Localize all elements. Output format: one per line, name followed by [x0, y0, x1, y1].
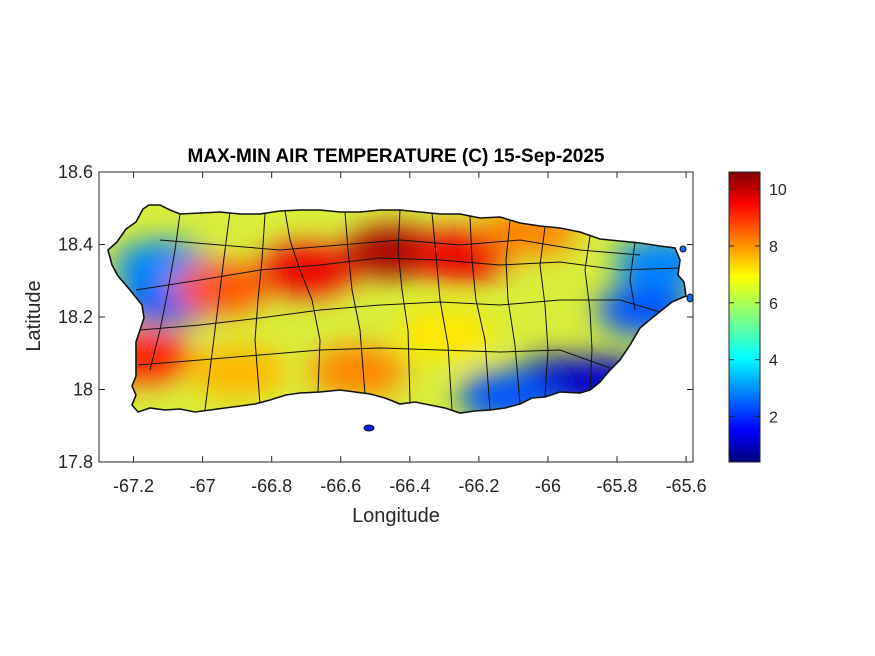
x-tick-label: -67.2 [113, 476, 154, 496]
colorbar-tick-label: 8 [769, 239, 778, 256]
x-axis: -67.2 -67 -66.8 -66.6 -66.4 -66.2 -66 -65.8 -65.… [113, 172, 707, 496]
x-tick-label: -67 [190, 476, 216, 496]
island-outline [107, 204, 687, 414]
x-tick-label: -66.4 [389, 476, 430, 496]
x-tick-label: -66.8 [251, 476, 292, 496]
temperature-blob [310, 345, 407, 398]
temperature-blob [344, 225, 441, 278]
small-island [686, 293, 694, 303]
temperature-blob [258, 243, 355, 296]
x-tick-label: -65.8 [597, 476, 638, 496]
small-island [363, 424, 375, 432]
colorbar-tick-label: 4 [769, 353, 778, 370]
x-tick-label: -66.6 [320, 476, 361, 496]
municipality-boundaries [135, 209, 681, 411]
y-axis: 18.6 18.4 18.2 18 17.8 [58, 162, 693, 472]
chart-title: MAX-MIN AIR TEMPERATURE (C) 15-Sep-2025 [188, 146, 605, 167]
x-tick-label: -65.6 [666, 476, 707, 496]
colorbar [728, 171, 761, 463]
y-tick-label: 18.6 [58, 162, 93, 182]
y-tick-label: 18.4 [58, 235, 93, 255]
colorbar-tick-label: 6 [769, 296, 778, 313]
y-tick-label: 18.2 [58, 307, 93, 327]
small-island [679, 245, 687, 253]
colorbar-ticks: 2 4 6 8 10 [729, 182, 787, 427]
y-tick-label: 17.8 [58, 452, 93, 472]
colorbar-tick-label: 10 [769, 182, 787, 199]
y-axis-label: Latitude [23, 280, 45, 351]
x-tick-label: -66 [535, 476, 561, 496]
y-tick-label: 18 [73, 380, 93, 400]
temperature-blob [189, 345, 286, 398]
colorbar-tick-label: 2 [769, 410, 778, 427]
x-axis-label: Longitude [352, 505, 440, 527]
x-tick-label: -66.2 [458, 476, 499, 496]
temperature-blob [396, 309, 493, 362]
